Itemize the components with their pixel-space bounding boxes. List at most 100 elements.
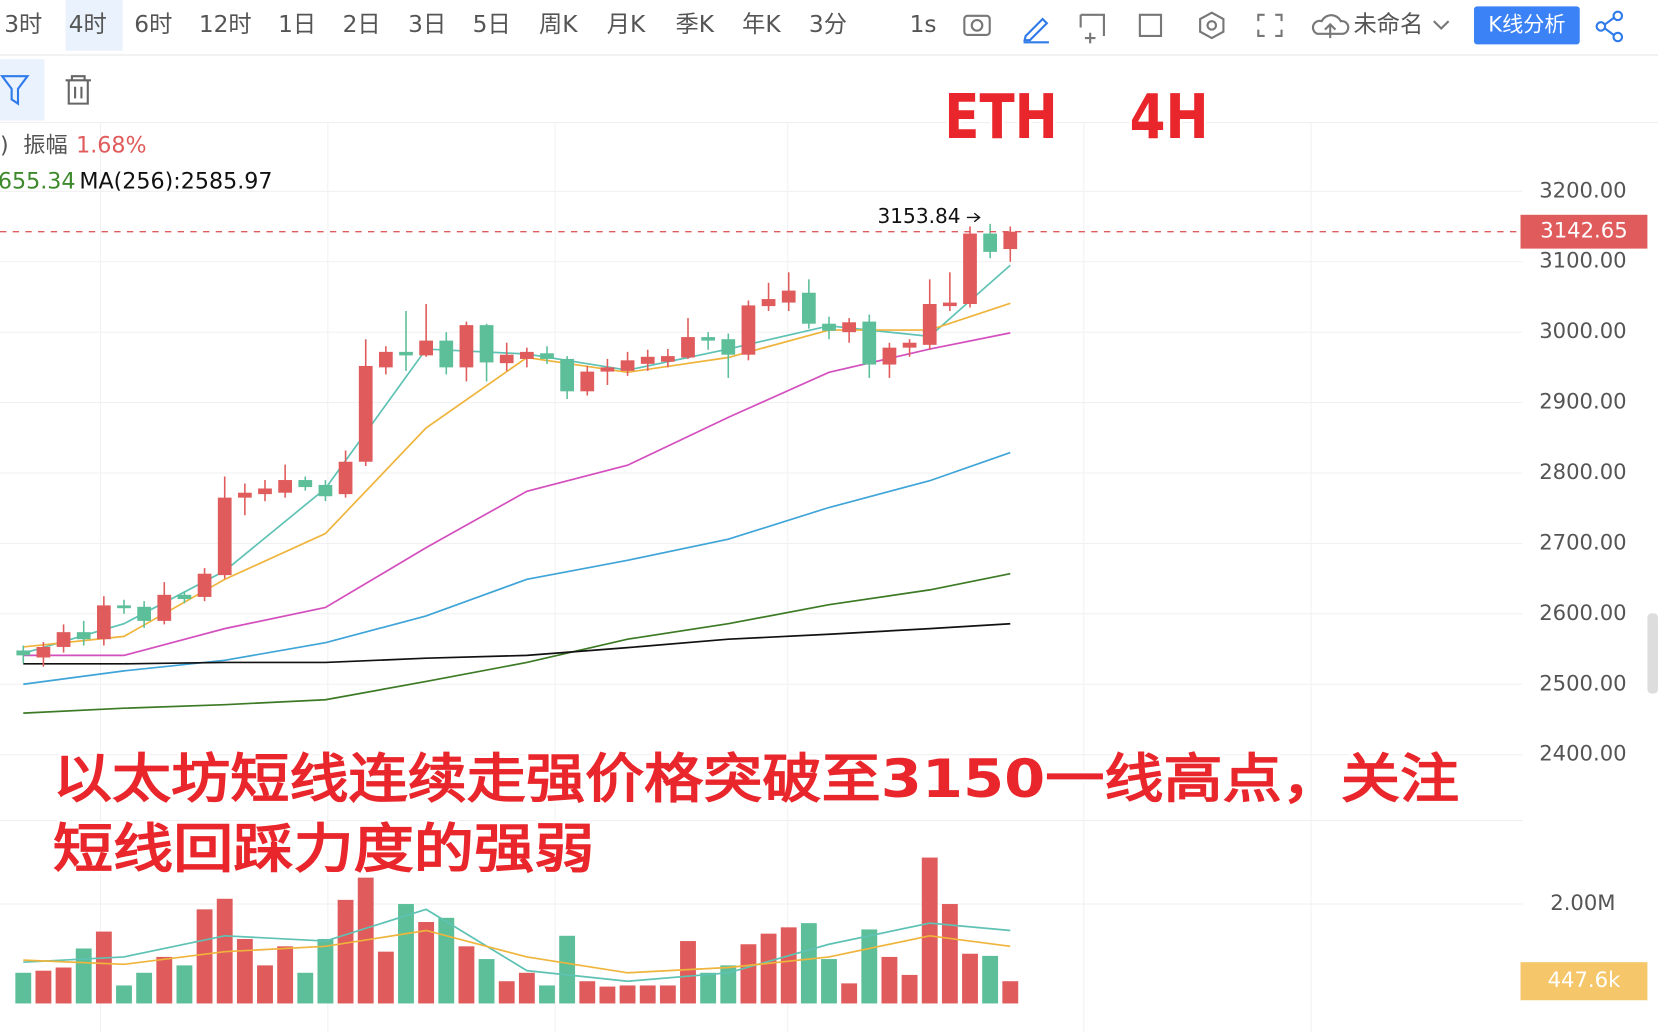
high-arrow bbox=[966, 212, 981, 223]
pencil-icon[interactable] bbox=[1023, 17, 1049, 42]
analysis-button[interactable] bbox=[1474, 6, 1580, 45]
candle-body bbox=[580, 371, 595, 392]
cloud-icon[interactable] bbox=[1311, 14, 1350, 39]
overlay-caption: 短线回踩力度的强弱 bbox=[53, 819, 594, 880]
share-node bbox=[1612, 10, 1624, 22]
share-links bbox=[1604, 17, 1615, 36]
settings-icon[interactable] bbox=[1199, 11, 1225, 40]
volume-bar bbox=[941, 904, 958, 1004]
volume-bar bbox=[136, 972, 153, 1004]
candle-body bbox=[76, 632, 91, 640]
scroll-handle[interactable] bbox=[1647, 613, 1658, 694]
ma-line bbox=[23, 332, 1011, 657]
candle-body bbox=[358, 365, 373, 462]
camera-lens bbox=[970, 19, 984, 32]
y-tick-label: 2700.00 bbox=[1539, 529, 1626, 554]
trash-icon[interactable] bbox=[65, 75, 91, 105]
volume-bar bbox=[901, 974, 918, 1004]
candle-body bbox=[298, 480, 313, 488]
volume-bar bbox=[821, 959, 837, 1004]
period-tab[interactable]: 月K bbox=[607, 11, 646, 38]
share-node[interactable] bbox=[1612, 31, 1624, 43]
period-tab[interactable]: 3分 bbox=[809, 11, 847, 38]
volume-bar bbox=[760, 933, 777, 1004]
y-tick-label: 3100.00 bbox=[1539, 248, 1626, 273]
plot: 2400.00 2500.00 2600.00 2700.00 2800.00 2900.… bbox=[0, 177, 1648, 1004]
volume-bar bbox=[861, 929, 878, 1004]
fullscreen-icon[interactable] bbox=[1257, 13, 1283, 38]
volume-bar bbox=[478, 959, 495, 1004]
volume-bar bbox=[398, 904, 414, 1004]
dropdown-arrow[interactable] bbox=[1433, 20, 1450, 31]
candle-body bbox=[177, 594, 192, 600]
candle-body bbox=[419, 340, 434, 356]
ma-line bbox=[23, 908, 1011, 983]
volume-bar bbox=[962, 953, 978, 1004]
y-tick-label: 2.00M bbox=[1550, 890, 1615, 915]
chart-name[interactable]: 未命名 bbox=[1353, 11, 1423, 38]
volume-bar bbox=[599, 986, 616, 1004]
candle-body bbox=[157, 594, 172, 621]
filter-icon[interactable] bbox=[0, 75, 30, 106]
indicator-icon[interactable] bbox=[1138, 13, 1163, 38]
period-tab[interactable]: 6时 bbox=[134, 11, 172, 38]
speed-label[interactable]: 1s bbox=[910, 11, 937, 38]
candle-body bbox=[338, 461, 353, 495]
volume-bar bbox=[780, 927, 797, 1004]
candle-body bbox=[439, 340, 454, 368]
share-node bbox=[1595, 21, 1607, 32]
ma256-value: MA(256):2585.97 bbox=[79, 168, 272, 194]
period-tab[interactable]: 季K bbox=[675, 11, 714, 38]
last-price-box bbox=[1520, 214, 1648, 249]
period-tab[interactable]: 1日 bbox=[278, 11, 316, 38]
candle-body bbox=[137, 606, 152, 621]
analysis-label[interactable]: K线分析 bbox=[1488, 11, 1565, 36]
volume-bar bbox=[579, 981, 596, 1004]
period-tab[interactable]: 4时 bbox=[69, 11, 107, 38]
period-tab[interactable]: 3时 bbox=[4, 11, 42, 38]
volume-bar bbox=[1002, 981, 1019, 1004]
volume-bar bbox=[881, 956, 898, 1004]
camera-icon[interactable] bbox=[963, 14, 991, 36]
volume-bar bbox=[297, 972, 314, 1004]
volume-bar bbox=[720, 965, 737, 1004]
last-volume-box bbox=[1520, 962, 1648, 1001]
period-tab[interactable]: 年K bbox=[742, 11, 781, 38]
drawing-icon[interactable] bbox=[1079, 13, 1105, 44]
period-tab[interactable]: 周K bbox=[539, 11, 578, 38]
volume-bar bbox=[196, 909, 213, 1004]
candle-body bbox=[640, 356, 655, 364]
ma-line bbox=[23, 451, 1011, 686]
candle-body bbox=[499, 354, 514, 364]
y-tick-label: 2500.00 bbox=[1539, 670, 1626, 695]
candle-body bbox=[560, 358, 575, 392]
volume-bar bbox=[277, 946, 294, 1004]
period-tab[interactable]: 5日 bbox=[473, 11, 511, 38]
period-tab[interactable]: 3日 bbox=[408, 11, 446, 38]
toolbar-icons bbox=[963, 10, 1624, 44]
candle-body bbox=[822, 323, 836, 331]
y-tick-label: 2900.00 bbox=[1539, 389, 1626, 414]
volume-bar bbox=[15, 972, 32, 1004]
candle-body bbox=[983, 233, 998, 252]
volume-bar bbox=[55, 967, 72, 1004]
volume-bar bbox=[116, 985, 132, 1004]
last-price-label: 3142.65 bbox=[1540, 218, 1627, 243]
volume-bar bbox=[800, 923, 817, 1004]
amplitude-label: 振幅 bbox=[23, 132, 67, 158]
overlay-title: ETH 4H bbox=[944, 82, 1208, 153]
candle-body bbox=[600, 367, 615, 372]
volume-bar bbox=[539, 985, 555, 1004]
candle-body bbox=[237, 492, 252, 498]
period-tab[interactable]: 12时 bbox=[199, 11, 252, 38]
volume-bar bbox=[659, 985, 676, 1004]
period-tab[interactable]: 2日 bbox=[343, 11, 381, 38]
candle-body bbox=[902, 342, 917, 348]
amplitude-value: 1.68% bbox=[76, 132, 146, 158]
overlay-caption: 以太坊短线连续走强价格突破至3150一线高点，关注 bbox=[53, 749, 1459, 810]
y-tick-label: 3000.00 bbox=[1539, 318, 1626, 343]
volume-bar bbox=[982, 955, 999, 1004]
candle-body bbox=[258, 488, 272, 495]
candle-body bbox=[761, 299, 776, 307]
candle-body bbox=[117, 605, 131, 609]
